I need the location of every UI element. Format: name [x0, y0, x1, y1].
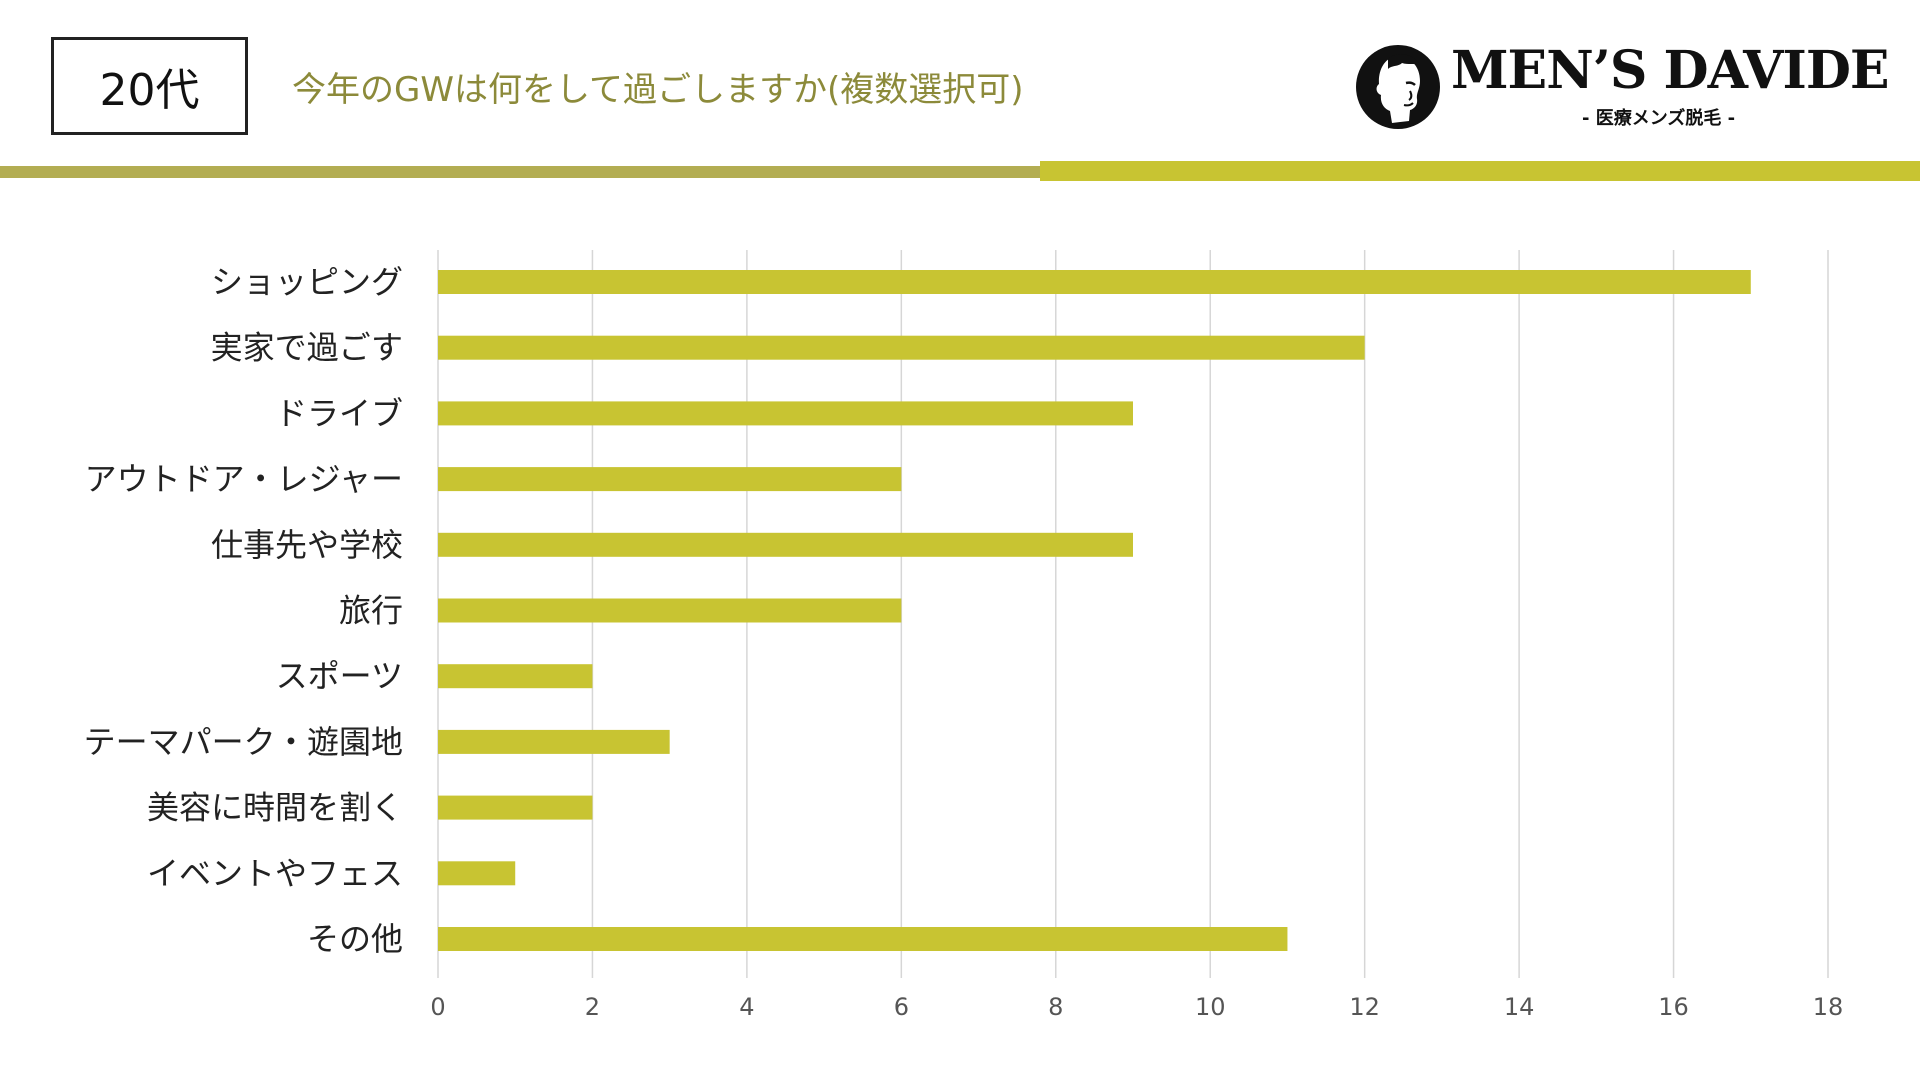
bars — [438, 270, 1751, 951]
category-label: ショッピング — [211, 263, 403, 301]
category-label: スポーツ — [276, 657, 403, 695]
bar — [438, 532, 1133, 557]
x-tick-label: 14 — [1504, 993, 1535, 1021]
bar — [438, 795, 593, 820]
x-tick-label: 10 — [1195, 993, 1226, 1021]
bar-chart: ショッピング実家で過ごすドライブアウトドア・レジャー仕事先や学校旅行スポーツテー… — [84, 250, 1843, 1021]
category-label: イベントやフェス — [147, 854, 403, 892]
category-label: ドライブ — [275, 394, 403, 432]
category-label: その他 — [307, 920, 403, 958]
x-tick-label: 0 — [430, 993, 445, 1021]
brand-logo: MEN’S DAVIDE - 医療メンズ脱毛 - — [1354, 38, 1890, 133]
logo-subtitle: - 医療メンズ脱毛 - — [1582, 108, 1736, 129]
bar — [438, 270, 1751, 294]
x-tick-label: 2 — [585, 993, 600, 1021]
x-tick-label: 16 — [1658, 993, 1689, 1021]
x-tick-label: 12 — [1349, 993, 1380, 1021]
category-label: テーマパーク・遊園地 — [84, 723, 403, 761]
bar — [438, 729, 670, 754]
page-title: 今年のGWは何をして過ごしますか(複数選択可) — [292, 70, 1024, 110]
x-tick-label: 8 — [1048, 993, 1063, 1021]
age-group-label: 20代 — [99, 65, 200, 116]
category-label: 仕事先や学校 — [211, 526, 403, 564]
header-band-left — [0, 166, 1040, 178]
bar — [438, 861, 516, 886]
bar — [438, 467, 902, 492]
statue-head-icon — [1356, 45, 1440, 129]
category-label: 旅行 — [339, 592, 403, 630]
x-tick-label: 4 — [739, 993, 754, 1021]
category-label: 実家で過ごす — [211, 329, 403, 367]
bar — [438, 664, 593, 689]
bar — [438, 335, 1365, 360]
bar — [438, 598, 902, 623]
x-tick-labels: 0 2 4 6 8 10 12 14 16 18 — [430, 993, 1843, 1021]
age-group-box: 20代 — [51, 37, 248, 135]
category-label: アウトドア・レジャー — [85, 460, 403, 498]
x-tick-label: 6 — [894, 993, 909, 1021]
category-label: 美容に時間を割く — [147, 789, 403, 827]
header-band-right — [1040, 161, 1920, 181]
logo-wordmark: MEN’S DAVIDE — [1451, 40, 1890, 101]
bar — [438, 401, 1133, 426]
category-labels: ショッピング実家で過ごすドライブアウトドア・レジャー仕事先や学校旅行スポーツテー… — [84, 263, 403, 958]
bar — [438, 927, 1288, 951]
x-tick-label: 18 — [1813, 993, 1844, 1021]
